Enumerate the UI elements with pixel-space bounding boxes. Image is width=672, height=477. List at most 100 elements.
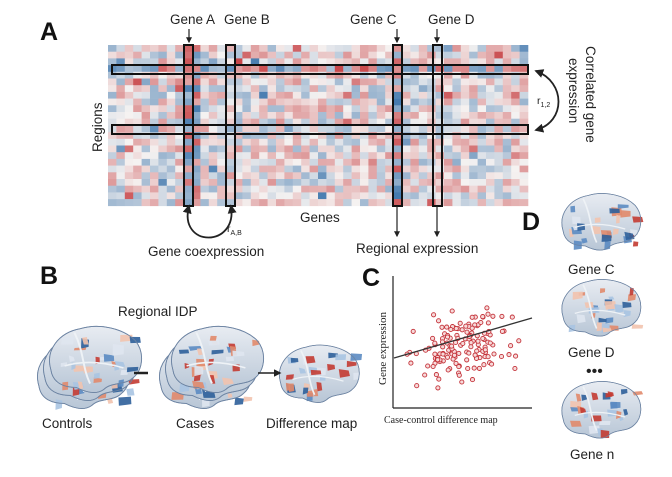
heatmap-cell	[460, 105, 470, 113]
heatmap-cell	[208, 105, 218, 113]
heatmap-cell	[427, 78, 436, 86]
heatmap-cell	[267, 192, 277, 200]
scatter-point	[489, 361, 495, 367]
brain-patch	[620, 210, 631, 218]
heatmap-cell	[124, 51, 134, 59]
heatmap-cell	[486, 179, 495, 186]
heatmap-cell	[460, 78, 470, 86]
heatmap-cell	[217, 165, 226, 173]
heatmap-cell	[150, 145, 159, 153]
heatmap-cell	[200, 145, 210, 153]
heatmap-cell	[494, 192, 504, 200]
brain-patch	[77, 381, 84, 390]
heatmap-cell	[183, 112, 193, 119]
heatmap-cell	[511, 45, 520, 52]
heatmap-cell	[435, 78, 445, 86]
heatmap-cell	[460, 172, 470, 180]
heatmap-cell	[292, 85, 302, 93]
heatmap-cell	[150, 199, 159, 207]
brain-patch	[623, 409, 629, 416]
heatmap-cell	[234, 152, 243, 160]
heatmap-cell	[351, 78, 361, 86]
brain-patch	[627, 294, 636, 302]
heatmap-cell	[502, 185, 512, 193]
heatmap-cell	[368, 105, 378, 113]
heatmap-cell	[376, 78, 386, 86]
heatmap-cell	[435, 172, 445, 180]
heatmap-cell	[511, 125, 520, 133]
heatmap-cell	[368, 51, 378, 59]
scatter-point	[475, 338, 481, 344]
heatmap-cell	[267, 45, 277, 52]
heatmap-cell	[242, 78, 252, 86]
heatmap-cell	[385, 138, 394, 146]
heatmap-cell	[208, 58, 218, 66]
heatmap-cell	[410, 138, 420, 146]
heatmap-cell	[343, 45, 352, 52]
heatmap-cell	[292, 185, 302, 193]
heatmap-cell	[292, 105, 302, 113]
heatmap-cell	[502, 71, 512, 79]
heatmap-cell	[452, 158, 462, 166]
brain-patch	[579, 407, 587, 414]
heatmap-cell	[418, 165, 428, 173]
heatmap-cell	[318, 118, 327, 126]
brain-patch	[290, 357, 299, 363]
heatmap-cell	[334, 158, 344, 166]
heatmap-cell	[360, 51, 369, 59]
heatmap-cell	[116, 145, 126, 153]
heatmap-cell	[267, 199, 277, 207]
heatmap-cell	[402, 165, 411, 173]
heatmap-cell	[452, 165, 462, 173]
brain-patch	[298, 367, 307, 374]
heatmap-cell	[469, 85, 478, 93]
heatmap-cell	[242, 105, 252, 113]
heatmap-cell	[141, 105, 151, 113]
heatmap-cell	[301, 45, 310, 52]
heatmap-cell	[133, 192, 142, 200]
heatmap-cell	[402, 45, 411, 52]
heatmap-cell	[301, 145, 310, 153]
heatmap-cell	[477, 185, 487, 193]
heatmap-cell	[469, 105, 478, 113]
heatmap-cell	[494, 118, 504, 126]
heatmap-cell	[234, 185, 243, 193]
heatmap-cell	[385, 118, 394, 126]
scatter-point	[459, 379, 465, 385]
brain-patch	[601, 234, 612, 242]
heatmap-cell	[402, 185, 411, 193]
heatmap-cell	[217, 172, 226, 180]
heatmap-cell	[360, 125, 369, 133]
heatmap-cell	[133, 51, 142, 59]
heatmap-cell	[427, 145, 436, 153]
heatmap-cell	[158, 132, 168, 140]
heatmap-cell	[200, 118, 210, 126]
heatmap-cell	[141, 78, 151, 86]
heatmap-cell	[318, 45, 327, 52]
heatmap-cell	[410, 125, 420, 133]
heatmap-cell	[402, 78, 411, 86]
heatmap-cell	[166, 98, 176, 106]
heatmap-cell	[460, 185, 470, 193]
heatmap-cell	[301, 199, 310, 207]
heatmap-cell	[519, 78, 529, 86]
heatmap-cell	[502, 125, 512, 133]
brain-sulcus	[574, 223, 626, 230]
heatmap-cell	[502, 165, 512, 173]
heatmap-cell	[175, 45, 184, 52]
heatmap-cell	[452, 91, 462, 99]
heatmap-cell	[502, 158, 512, 166]
heatmap-cell	[376, 145, 386, 153]
heatmap-cell	[225, 199, 235, 207]
heatmap-cell	[292, 145, 302, 153]
heatmap-cell	[234, 132, 243, 140]
heatmap-cell	[225, 192, 235, 200]
gene-c-brain-label: Gene C	[568, 262, 615, 277]
heatmap-cell	[368, 158, 378, 166]
heatmap-cell	[276, 105, 285, 113]
heatmap-cell	[343, 172, 352, 180]
heatmap-cell	[469, 98, 478, 106]
heatmap-cell	[360, 98, 369, 106]
scatter-point	[425, 363, 431, 369]
heatmap-cell	[259, 145, 268, 153]
